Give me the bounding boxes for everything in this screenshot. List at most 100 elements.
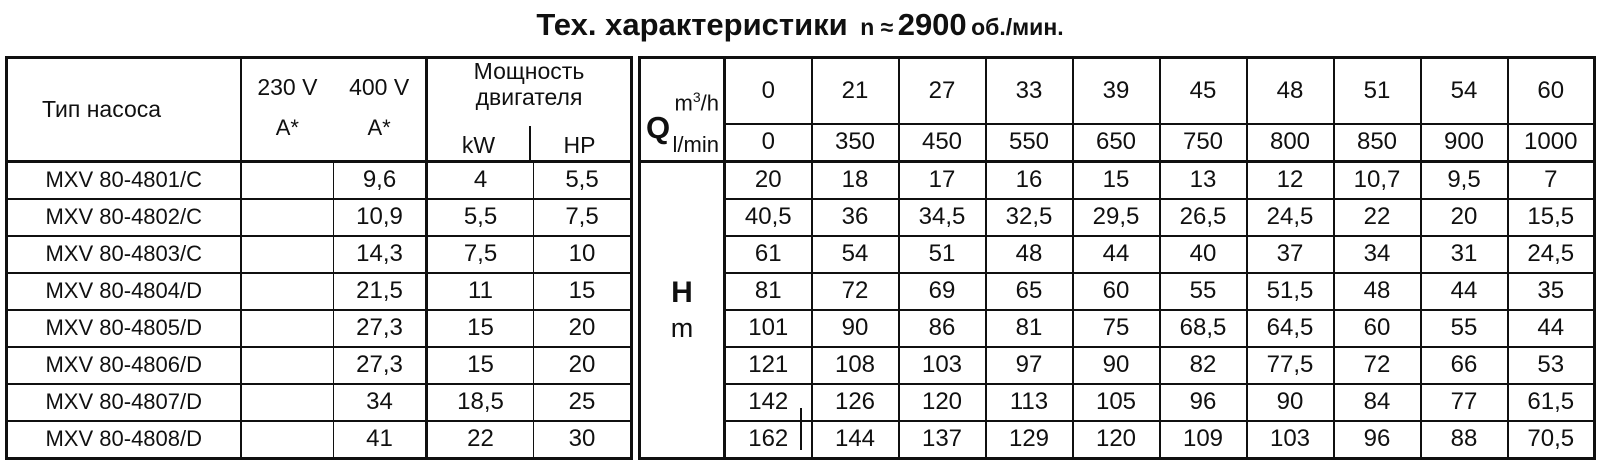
flow-m3h-cell: 45 — [1158, 56, 1248, 125]
flow-m3h-cell: 0 — [723, 56, 813, 125]
head-value-cell: 32,5 — [984, 197, 1074, 237]
head-value-cell: 103 — [897, 345, 987, 385]
table-section-gap — [631, 57, 640, 458]
head-value-cell: 55 — [1158, 271, 1248, 311]
head-label-cell: H m — [638, 160, 726, 460]
head-value-cell: 20 — [1419, 197, 1509, 237]
power-kw-cell: 22 — [425, 419, 534, 460]
head-value-cell: 162 — [723, 419, 813, 460]
flow-lmin-cell: 650 — [1071, 122, 1161, 163]
h-unit-label: m — [670, 312, 694, 343]
flow-lmin-cell: 0 — [723, 122, 813, 163]
current-230v-cell — [239, 234, 334, 274]
power-kw-cell: 15 — [425, 308, 534, 348]
power-hp-cell: 15 — [533, 271, 633, 311]
power-kw-cell: 7,5 — [425, 234, 534, 274]
head-value-cell: 120 — [897, 382, 987, 422]
head-value-cell: 61 — [723, 234, 813, 274]
kw-label: kW — [461, 132, 496, 158]
head-value-cell: 44 — [1071, 234, 1161, 274]
head-value-cell: 13 — [1158, 160, 1248, 200]
head-value-cell: 105 — [1071, 382, 1161, 422]
amp-230-label: A* — [275, 114, 299, 140]
pump-name-cell: MXV 80-4807/D — [5, 382, 242, 422]
flow-lmin-cell: 900 — [1419, 122, 1509, 163]
head-value-cell: 88 — [1419, 419, 1509, 460]
head-value-cell: 22 — [1332, 197, 1422, 237]
flow-m3h-cell: 48 — [1245, 56, 1335, 125]
power-hp-cell: 30 — [533, 419, 633, 460]
power-header-line2: двигателя — [475, 83, 583, 110]
current-header-cell: 230 V 400 V A* A* — [239, 56, 802, 450]
pump-name-cell: MXV 80-4801/C — [5, 160, 242, 200]
power-hp-cell: 25 — [533, 382, 633, 422]
lmin-unit-label: l/min — [672, 132, 719, 157]
title-main: Тех. характеристики — [536, 7, 848, 42]
h-label: H — [671, 275, 693, 309]
current-400v-cell: 27,3 — [333, 345, 428, 385]
head-value-cell: 44 — [1419, 271, 1509, 311]
current-230v-cell — [239, 308, 334, 348]
flow-lmin-cell: 350 — [810, 122, 900, 163]
motor-power-header-cell: Мощность двигателя kW HP — [425, 56, 633, 163]
power-header-line1: Мощность — [473, 58, 585, 84]
flow-lmin-cell: 550 — [984, 122, 1074, 163]
head-value-cell: 103 — [1245, 419, 1335, 460]
head-value-cell: 81 — [723, 271, 813, 311]
head-value-cell: 24,5 — [1506, 234, 1596, 274]
head-value-cell: 86 — [897, 308, 987, 348]
current-400v-cell: 34 — [333, 382, 428, 422]
head-value-cell: 34 — [1332, 234, 1422, 274]
head-value-cell: 53 — [1506, 345, 1596, 385]
head-value-cell: 51,5 — [1245, 271, 1335, 311]
head-value-cell: 64,5 — [1245, 308, 1335, 348]
power-kw-cell: 15 — [425, 345, 534, 385]
head-value-cell: 60 — [1332, 308, 1422, 348]
title-rpm-unit: об./мин. — [971, 14, 1064, 40]
current-230v-cell — [239, 160, 334, 200]
head-value-cell: 12 — [1245, 160, 1335, 200]
head-value-cell: 121 — [723, 345, 813, 385]
hp-label: HP — [563, 132, 596, 158]
pump-characteristics-table: Тип насоса 230 V 400 V A* A* Мощность дв… — [5, 56, 1596, 460]
flow-lmin-cell: 1000 — [1506, 122, 1596, 163]
head-value-cell: 48 — [984, 234, 1074, 274]
head-value-cell: 90 — [1245, 382, 1335, 422]
head-value-cell: 65 — [984, 271, 1074, 311]
pump-name-cell: MXV 80-4802/C — [5, 197, 242, 237]
head-value-cell: 40 — [1158, 234, 1248, 274]
head-value-cell: 129 — [984, 419, 1074, 460]
head-value-cell: 17 — [897, 160, 987, 200]
head-value-cell: 108 — [810, 345, 900, 385]
current-230v-cell — [239, 382, 334, 422]
current-400v-cell: 27,3 — [333, 308, 428, 348]
head-value-cell: 31 — [1419, 234, 1509, 274]
flow-m3h-cell: 33 — [984, 56, 1074, 125]
head-value-cell: 142 — [723, 382, 813, 422]
table-row: MXV 80-4806/D 27,3 15 20 121 108 103 97 … — [5, 345, 1596, 385]
title-speed-symbol: n ≈ — [860, 14, 894, 40]
head-value-cell: 90 — [1071, 345, 1161, 385]
flow-m3h-cell: 51 — [1332, 56, 1422, 125]
head-value-cell: 69 — [897, 271, 987, 311]
head-value-cell: 18 — [810, 160, 900, 200]
head-value-cell: 15 — [1071, 160, 1161, 200]
head-value-cell: 97 — [984, 345, 1074, 385]
table-row: MXV 80-4804/D 21,5 11 15 81 72 69 65 60 … — [5, 271, 1596, 311]
flow-m3h-cell: 54 — [1419, 56, 1509, 125]
current-400v-cell: 14,3 — [333, 234, 428, 274]
flow-lmin-cell: 750 — [1158, 122, 1248, 163]
current-400v-cell: 41 — [333, 419, 428, 460]
head-value-cell: 70,5 — [1506, 419, 1596, 460]
power-hp-cell: 20 — [533, 345, 633, 385]
m3h-unit-label: m3/h — [674, 89, 719, 116]
head-value-cell: 72 — [1332, 345, 1422, 385]
head-value-cell: 60 — [1071, 271, 1161, 311]
head-value-cell: 66 — [1419, 345, 1509, 385]
head-value-cell: 72 — [810, 271, 900, 311]
pump-name-cell: MXV 80-4803/C — [5, 234, 242, 274]
head-value-cell: 77,5 — [1245, 345, 1335, 385]
current-230v-cell — [239, 197, 334, 237]
power-kw-cell: 18,5 — [425, 382, 534, 422]
head-value-cell: 24,5 — [1245, 197, 1335, 237]
